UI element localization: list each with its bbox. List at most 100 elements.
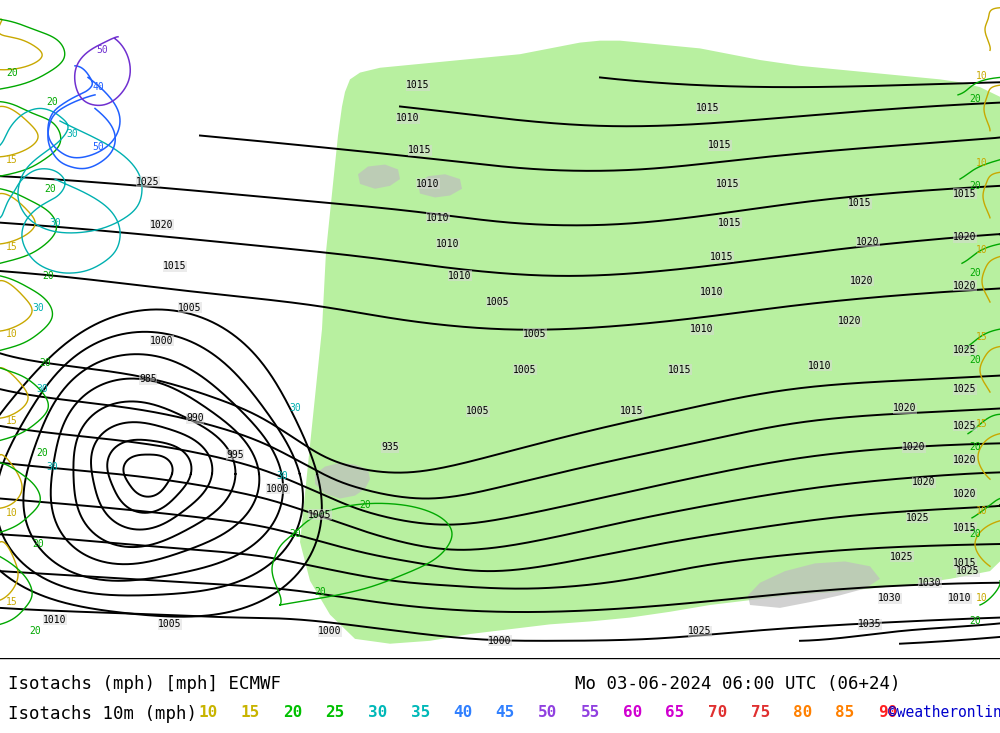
- Text: 1020: 1020: [953, 281, 977, 290]
- Text: 65: 65: [666, 705, 685, 720]
- Text: 30: 30: [36, 384, 48, 394]
- Text: 1005: 1005: [466, 406, 490, 416]
- Text: 30: 30: [368, 705, 387, 720]
- Text: 1010: 1010: [416, 179, 440, 189]
- Text: 1015: 1015: [696, 103, 720, 114]
- Text: 1020: 1020: [893, 403, 917, 413]
- Text: 20: 20: [39, 358, 51, 368]
- Text: 20: 20: [289, 529, 301, 539]
- Text: 1005: 1005: [178, 303, 202, 313]
- Text: 85: 85: [836, 705, 855, 720]
- Text: 20: 20: [359, 501, 371, 510]
- Polygon shape: [350, 108, 650, 178]
- Text: 1015: 1015: [620, 406, 644, 416]
- Text: 10: 10: [976, 593, 988, 603]
- Text: 1025: 1025: [890, 552, 914, 561]
- Text: 15: 15: [6, 242, 18, 252]
- Text: 30: 30: [32, 303, 44, 313]
- Text: 20: 20: [32, 539, 44, 549]
- Text: 30: 30: [49, 218, 61, 228]
- Text: 20: 20: [46, 97, 58, 106]
- Text: Isotachs (mph) [mph] ECMWF: Isotachs (mph) [mph] ECMWF: [8, 675, 281, 693]
- Text: 1010: 1010: [436, 239, 460, 249]
- Text: 10: 10: [198, 705, 217, 720]
- Text: 20: 20: [29, 626, 41, 636]
- Text: 15: 15: [6, 155, 18, 165]
- Text: 50: 50: [92, 142, 104, 152]
- Text: 1025: 1025: [956, 566, 980, 576]
- Text: 20: 20: [969, 529, 981, 539]
- Text: 1010: 1010: [700, 287, 724, 298]
- Text: 1015: 1015: [408, 145, 432, 155]
- Text: 1020: 1020: [953, 454, 977, 465]
- Text: 20: 20: [969, 442, 981, 452]
- Polygon shape: [315, 463, 370, 498]
- Text: 1015: 1015: [953, 188, 977, 199]
- Text: 1025: 1025: [953, 384, 977, 394]
- Text: 1015: 1015: [953, 559, 977, 568]
- Text: Mo 03-06-2024 06:00 UTC (06+24): Mo 03-06-2024 06:00 UTC (06+24): [575, 675, 900, 693]
- Text: 30: 30: [46, 462, 58, 471]
- Text: 1015: 1015: [710, 251, 734, 262]
- Text: 1030: 1030: [878, 593, 902, 603]
- Text: 1000: 1000: [488, 636, 512, 646]
- Text: 1015: 1015: [953, 523, 977, 533]
- Text: 45: 45: [496, 705, 515, 720]
- Text: 20: 20: [314, 587, 326, 597]
- Text: 1020: 1020: [912, 477, 936, 487]
- Text: 40: 40: [92, 82, 104, 92]
- Polygon shape: [300, 40, 1000, 644]
- Text: 1010: 1010: [396, 113, 420, 123]
- Text: 20: 20: [44, 184, 56, 194]
- Text: 1005: 1005: [523, 329, 547, 339]
- Text: 1015: 1015: [716, 179, 740, 189]
- Text: 10: 10: [976, 245, 988, 255]
- Polygon shape: [358, 164, 400, 189]
- Text: 35: 35: [411, 705, 430, 720]
- Text: 1020: 1020: [953, 489, 977, 498]
- Text: 20: 20: [6, 67, 18, 78]
- Text: 1000: 1000: [318, 626, 342, 636]
- Text: 1015: 1015: [708, 140, 732, 150]
- Text: 1010: 1010: [448, 271, 472, 281]
- Text: 20: 20: [36, 448, 48, 458]
- Text: 30: 30: [276, 471, 288, 482]
- Text: 1010: 1010: [426, 213, 450, 223]
- Text: 50: 50: [538, 705, 557, 720]
- Text: 1035: 1035: [858, 619, 882, 630]
- Text: 40: 40: [453, 705, 472, 720]
- Text: 1025: 1025: [906, 513, 930, 523]
- Text: 1010: 1010: [690, 324, 714, 334]
- Text: 1005: 1005: [308, 510, 332, 520]
- Text: 15: 15: [976, 332, 988, 342]
- Text: 50: 50: [96, 45, 108, 55]
- Text: 70: 70: [708, 705, 727, 720]
- Text: 1020: 1020: [953, 232, 977, 242]
- Text: 1005: 1005: [513, 365, 537, 375]
- Text: 10: 10: [6, 329, 18, 339]
- Text: ©weatheronline.co.uk: ©weatheronline.co.uk: [888, 705, 1000, 720]
- Text: 935: 935: [381, 442, 399, 452]
- Text: 20: 20: [969, 355, 981, 365]
- Text: 1000: 1000: [266, 484, 290, 494]
- Text: 10: 10: [976, 158, 988, 168]
- Text: 90: 90: [878, 705, 897, 720]
- Text: 20: 20: [969, 94, 981, 104]
- Text: 20: 20: [969, 268, 981, 278]
- Text: 25: 25: [326, 705, 345, 720]
- Polygon shape: [418, 174, 462, 197]
- Text: 20: 20: [969, 616, 981, 627]
- Text: Isotachs 10m (mph): Isotachs 10m (mph): [8, 705, 197, 723]
- Text: 30: 30: [289, 403, 301, 413]
- Text: 1005: 1005: [486, 297, 510, 307]
- Text: 990: 990: [186, 413, 204, 423]
- Text: 1020: 1020: [150, 220, 174, 229]
- Text: 1010: 1010: [808, 361, 832, 371]
- Text: 30: 30: [66, 128, 78, 139]
- Text: 1015: 1015: [848, 199, 872, 208]
- Text: 15: 15: [240, 705, 260, 720]
- Text: 1015: 1015: [668, 365, 692, 375]
- Text: 985: 985: [139, 375, 157, 384]
- Text: 15: 15: [976, 419, 988, 429]
- Text: 75: 75: [750, 705, 770, 720]
